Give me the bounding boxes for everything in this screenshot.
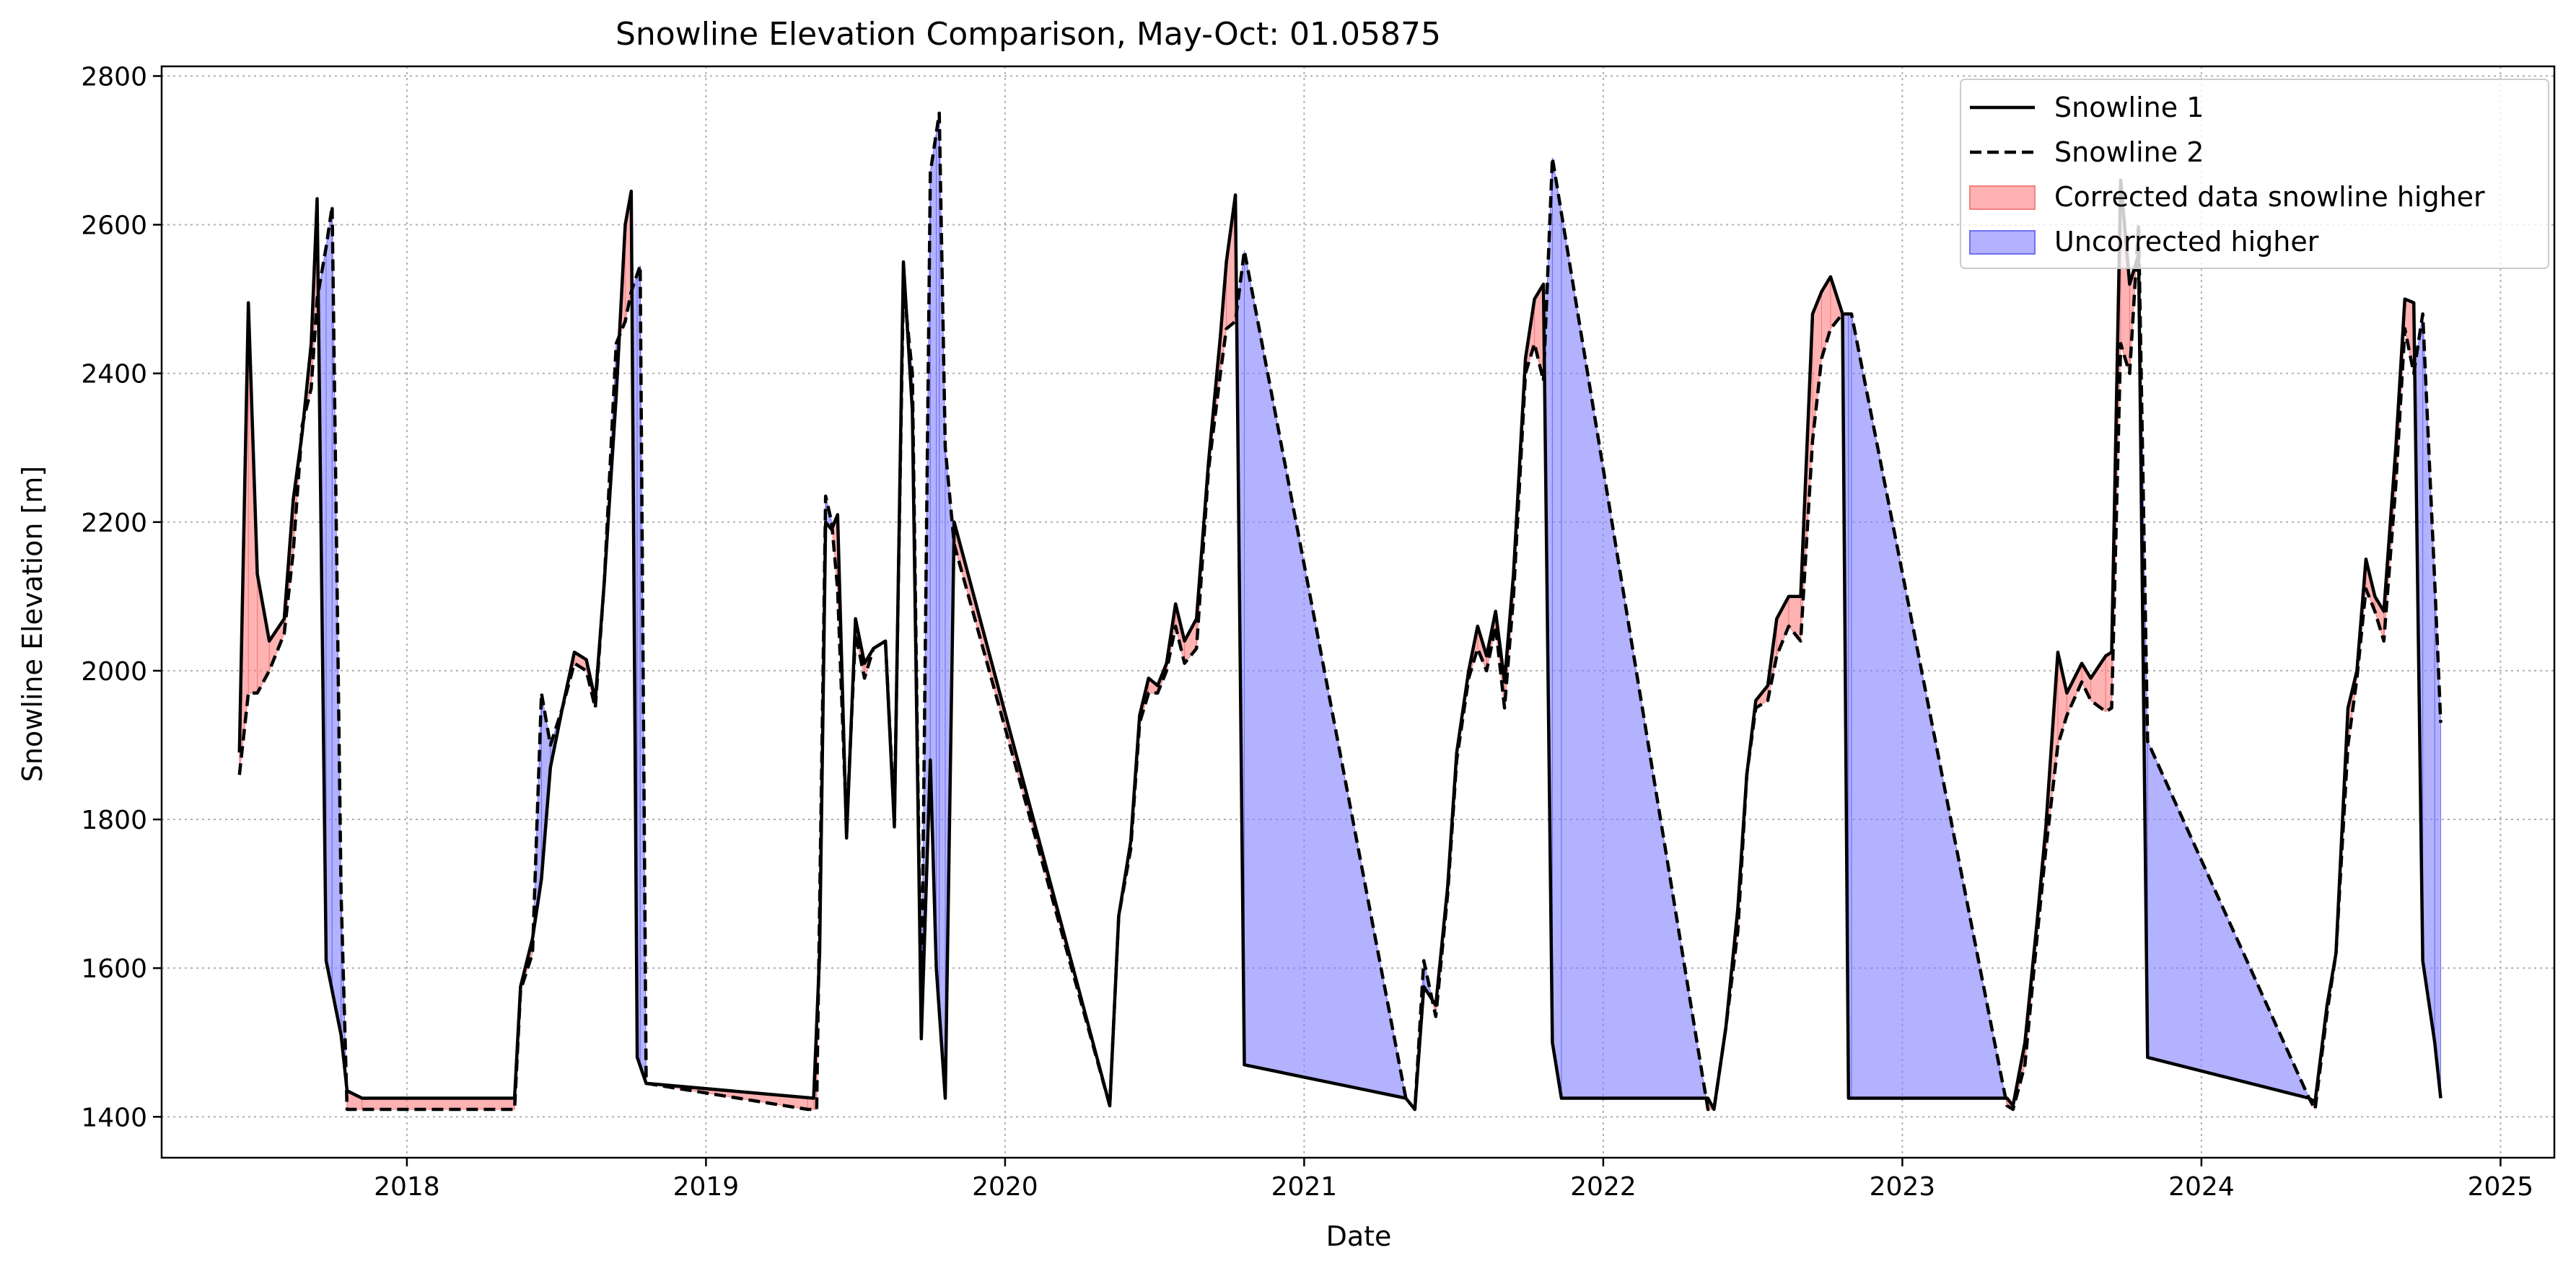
legend-swatch-corrected-higher (1970, 186, 2035, 209)
fill-uncorrected-higher (937, 113, 939, 1011)
fill-uncorrected-higher (1552, 158, 1561, 1099)
legend-label-corrected-higher: Corrected data snowline higher (2054, 181, 2485, 213)
y-tick-label: 1400 (81, 1103, 147, 1132)
x-tick-label: 2024 (2168, 1172, 2235, 1202)
y-tick-label: 1800 (81, 806, 147, 835)
x-tick-label: 2025 (2468, 1172, 2534, 1202)
x-axis-label: Date (1326, 1220, 1392, 1252)
legend-label-snowline-1: Snowline 1 (2054, 92, 2204, 123)
legend-label-snowline-2: Snowline 2 (2054, 136, 2204, 168)
y-tick-label: 1600 (81, 954, 147, 984)
x-tick-label: 2023 (1870, 1172, 1936, 1202)
legend-label-uncorrected-higher: Uncorrected higher (2054, 226, 2319, 258)
y-tick-label: 2200 (81, 509, 147, 538)
legend: Snowline 1 Snowline 2 Corrected data sno… (1961, 79, 2549, 268)
y-axis-label: Snowline Elevation [m] (17, 466, 48, 782)
chart-title: Snowline Elevation Comparison, May-Oct: … (615, 16, 1441, 53)
x-tick-label: 2018 (374, 1172, 440, 1202)
fill-corrected-higher (362, 1099, 514, 1109)
y-tick-label: 2800 (81, 62, 147, 92)
x-tick-label: 2022 (1570, 1172, 1637, 1202)
x-tick-label: 2021 (1271, 1172, 1338, 1202)
y-tick-label: 2600 (81, 211, 147, 241)
x-tick-label: 2019 (673, 1172, 740, 1202)
x-tick-label: 2020 (972, 1172, 1038, 1202)
fill-uncorrected-higher (326, 206, 332, 990)
legend-swatch-uncorrected-higher (1970, 231, 2035, 254)
y-tick-label: 2000 (81, 657, 147, 687)
y-tick-label: 2400 (81, 360, 147, 390)
